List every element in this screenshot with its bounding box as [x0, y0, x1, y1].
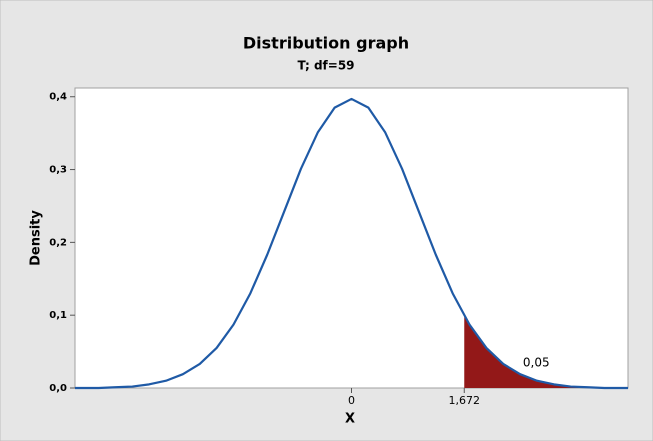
area-label: 0,05	[523, 356, 550, 370]
y-tick-label: 0,4	[49, 92, 67, 103]
chart-subtitle: T; df=59	[297, 59, 354, 73]
shaded-area	[464, 314, 628, 388]
y-tick-label: 0,3	[49, 165, 67, 176]
plot-area	[74, 87, 629, 389]
x-tick-label: 0	[348, 394, 355, 407]
x-tick-label: 1,672	[449, 394, 481, 407]
y-tick-label: 0,0	[49, 383, 67, 394]
y-axis-label: Density	[29, 210, 44, 266]
density-curve	[75, 97, 628, 390]
y-tick-label: 0,1	[49, 310, 67, 321]
y-tick-label: 0,2	[49, 237, 67, 248]
x-axis-label: X	[345, 412, 355, 427]
chart-title: Distribution graph	[243, 34, 409, 53]
